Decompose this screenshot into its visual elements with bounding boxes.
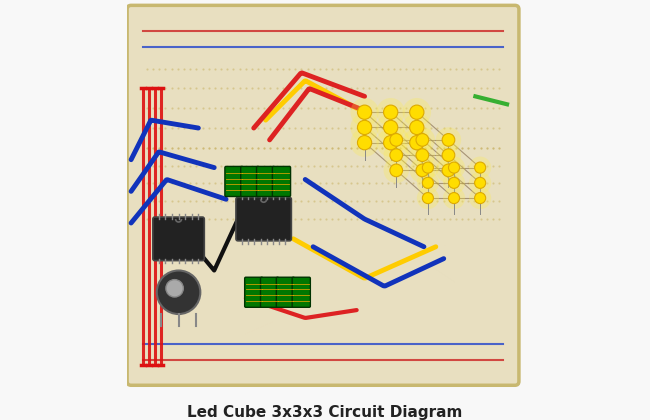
- FancyBboxPatch shape: [236, 197, 291, 241]
- Circle shape: [376, 129, 405, 157]
- Circle shape: [390, 149, 402, 161]
- Circle shape: [358, 136, 372, 150]
- Circle shape: [384, 158, 409, 183]
- Circle shape: [157, 270, 200, 314]
- Circle shape: [442, 164, 455, 177]
- Circle shape: [358, 120, 372, 134]
- Circle shape: [402, 98, 431, 126]
- Circle shape: [442, 134, 455, 146]
- Circle shape: [350, 98, 379, 126]
- Circle shape: [436, 158, 461, 183]
- Circle shape: [474, 192, 486, 204]
- Circle shape: [376, 113, 405, 142]
- Circle shape: [469, 172, 491, 194]
- Circle shape: [402, 129, 431, 157]
- Circle shape: [448, 192, 460, 204]
- Circle shape: [384, 120, 398, 134]
- Circle shape: [416, 134, 429, 146]
- Circle shape: [410, 142, 435, 168]
- Circle shape: [469, 157, 491, 178]
- Circle shape: [410, 127, 435, 152]
- FancyBboxPatch shape: [225, 166, 243, 197]
- FancyBboxPatch shape: [257, 166, 275, 197]
- Circle shape: [376, 98, 405, 126]
- Circle shape: [443, 172, 465, 194]
- Circle shape: [417, 157, 439, 178]
- Circle shape: [416, 164, 429, 177]
- FancyBboxPatch shape: [276, 277, 294, 307]
- Circle shape: [166, 280, 183, 297]
- Circle shape: [436, 142, 461, 168]
- Circle shape: [384, 142, 409, 168]
- Text: Led Cube 3x3x3 Circuit Diagram: Led Cube 3x3x3 Circuit Diagram: [187, 405, 463, 420]
- Circle shape: [384, 136, 398, 150]
- Circle shape: [350, 113, 379, 142]
- Circle shape: [417, 187, 439, 209]
- FancyBboxPatch shape: [261, 277, 279, 307]
- FancyBboxPatch shape: [240, 166, 259, 197]
- Circle shape: [390, 134, 402, 146]
- FancyBboxPatch shape: [153, 217, 204, 260]
- Circle shape: [358, 105, 372, 119]
- Circle shape: [390, 164, 402, 177]
- Circle shape: [436, 127, 461, 152]
- Circle shape: [410, 120, 424, 134]
- Circle shape: [384, 127, 409, 152]
- Circle shape: [410, 158, 435, 183]
- Circle shape: [384, 105, 398, 119]
- Circle shape: [417, 172, 439, 194]
- Circle shape: [442, 149, 455, 161]
- Circle shape: [350, 129, 379, 157]
- Circle shape: [422, 162, 434, 173]
- FancyBboxPatch shape: [127, 5, 519, 385]
- Circle shape: [416, 149, 429, 161]
- Circle shape: [402, 113, 431, 142]
- Circle shape: [410, 136, 424, 150]
- Circle shape: [474, 177, 486, 189]
- Circle shape: [410, 105, 424, 119]
- Circle shape: [422, 192, 434, 204]
- Circle shape: [448, 177, 460, 189]
- Circle shape: [469, 187, 491, 209]
- Circle shape: [443, 157, 465, 178]
- FancyBboxPatch shape: [292, 277, 310, 307]
- Circle shape: [443, 187, 465, 209]
- Circle shape: [474, 162, 486, 173]
- FancyBboxPatch shape: [272, 166, 291, 197]
- Circle shape: [448, 162, 460, 173]
- Circle shape: [422, 177, 434, 189]
- FancyBboxPatch shape: [244, 277, 263, 307]
